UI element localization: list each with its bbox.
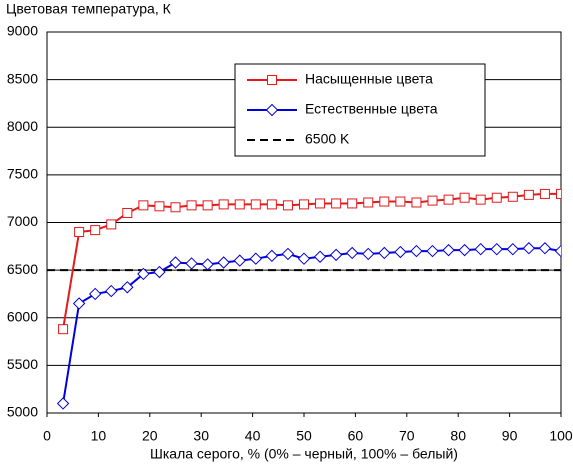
marker <box>506 242 520 256</box>
marker <box>169 256 182 269</box>
marker <box>363 197 374 208</box>
marker <box>522 242 536 255</box>
marker <box>411 197 422 208</box>
marker <box>217 256 230 269</box>
marker <box>122 207 133 218</box>
marker <box>507 191 518 202</box>
marker <box>491 192 502 203</box>
y-tick-label: 7000 <box>7 213 38 229</box>
marker <box>249 252 263 265</box>
marker <box>556 188 561 199</box>
x-tick-label: 20 <box>142 428 158 444</box>
marker <box>153 265 166 279</box>
marker <box>474 242 487 256</box>
series-line <box>62 247 561 404</box>
marker <box>74 227 85 238</box>
marker <box>459 192 470 203</box>
x-tick-label: 10 <box>91 428 107 444</box>
marker <box>90 225 101 236</box>
marker <box>138 200 149 211</box>
legend-marker <box>265 103 279 117</box>
marker <box>266 199 277 210</box>
marker <box>282 200 293 211</box>
marker <box>315 198 326 209</box>
marker <box>490 242 503 256</box>
marker <box>426 244 439 258</box>
y-tick-label: 9000 <box>7 23 38 39</box>
x-tick-label: 90 <box>502 428 518 444</box>
marker <box>394 245 407 259</box>
marker <box>88 287 102 301</box>
chart-title: Цветовая температура, К <box>6 1 172 17</box>
marker <box>202 200 213 211</box>
x-tick-label: 60 <box>348 428 364 444</box>
x-tick-label: 100 <box>549 428 573 444</box>
marker <box>56 397 70 410</box>
marker <box>185 257 198 270</box>
marker <box>297 252 311 265</box>
marker <box>281 247 295 261</box>
x-tick-label: 30 <box>193 428 209 444</box>
x-axis-label: Шкала серого, % (0% – черный, 100% – бел… <box>150 446 458 462</box>
marker <box>378 246 391 260</box>
y-tick-label: 7500 <box>7 166 38 182</box>
marker <box>137 267 150 281</box>
marker <box>331 198 342 209</box>
plot <box>47 188 561 410</box>
marker <box>313 250 327 263</box>
y-tick-label: 5500 <box>7 356 38 372</box>
marker <box>233 254 246 267</box>
marker <box>154 201 165 212</box>
x-tick-label: 0 <box>43 428 51 444</box>
marker <box>458 243 471 257</box>
marker <box>106 219 117 230</box>
marker <box>186 200 197 211</box>
marker <box>345 246 359 260</box>
marker <box>379 196 390 207</box>
x-tick-label: 50 <box>296 428 312 444</box>
legend-label: Насыщенные цвета <box>305 71 433 87</box>
series-line <box>62 192 561 330</box>
marker <box>347 198 358 209</box>
marker <box>442 243 455 257</box>
y-tick-label: 6000 <box>7 308 38 324</box>
marker <box>299 199 309 210</box>
y-tick-label: 8000 <box>7 118 38 134</box>
legend-label: 6500 K <box>305 131 350 147</box>
marker <box>105 284 118 298</box>
marker <box>218 199 229 210</box>
x-tick-label: 70 <box>399 428 415 444</box>
x-tick-label: 80 <box>450 428 466 444</box>
marker <box>329 248 343 262</box>
legend-label: Естественные цвета <box>305 101 438 117</box>
marker <box>475 194 486 205</box>
marker <box>443 194 454 205</box>
marker <box>427 195 438 206</box>
x-tick-label: 40 <box>245 428 261 444</box>
marker <box>523 189 534 200</box>
marker <box>265 249 279 263</box>
marker <box>554 244 561 258</box>
marker <box>539 188 550 199</box>
plot-border <box>46 31 562 414</box>
marker <box>538 242 552 255</box>
marker <box>72 297 86 310</box>
marker <box>395 196 406 207</box>
marker <box>170 202 181 213</box>
y-tick-label: 5000 <box>7 404 38 420</box>
marker <box>201 258 214 271</box>
marker <box>250 199 261 210</box>
legend-marker <box>267 75 277 85</box>
y-tick-label: 8500 <box>7 70 38 86</box>
marker <box>362 247 375 261</box>
marker <box>234 199 245 210</box>
marker <box>410 244 423 258</box>
marker <box>121 281 134 294</box>
y-tick-label: 6500 <box>7 261 38 277</box>
marker <box>58 324 69 335</box>
